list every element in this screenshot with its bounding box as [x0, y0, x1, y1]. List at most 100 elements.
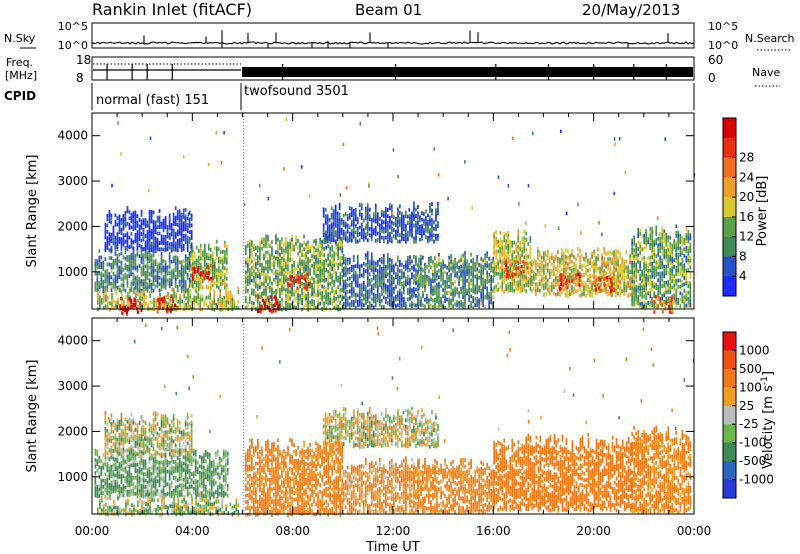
power-cell-3214 — [476, 274, 479, 278]
power-cell-4230 — [651, 236, 654, 241]
power-cell-810 — [209, 302, 212, 307]
power-cell-1829 — [319, 253, 322, 258]
power-cell-747 — [175, 298, 178, 302]
power-cell-2676 — [385, 216, 387, 221]
power-cell-2735 — [399, 233, 401, 237]
power-cell-2255 — [383, 295, 385, 300]
power-cell-3046 — [448, 268, 450, 273]
power-cell-1322 — [255, 262, 257, 267]
power-cell-2253 — [383, 285, 385, 290]
power-cell-3011 — [440, 303, 442, 308]
power-cell-1341 — [257, 284, 259, 288]
power-cell-2983 — [436, 289, 438, 294]
power-cell-1495 — [277, 273, 279, 277]
power-cell-3561 — [529, 267, 532, 272]
power-cell-2170 — [368, 304, 371, 309]
power-cell-2696 — [389, 225, 391, 230]
power-cell-1645 — [295, 267, 297, 272]
power-cell-1939 — [333, 254, 336, 259]
power-cell-2023 — [342, 295, 345, 300]
power-cell-3844 — [589, 274, 591, 278]
power-cell-1993 — [339, 291, 342, 296]
power-cell-1150 — [172, 222, 175, 226]
power-cell-1972 — [337, 262, 340, 267]
power-cell-4210 — [649, 233, 652, 238]
power-cell-4781 — [603, 277, 606, 281]
cpid-mode-twofsound: twofsound 3501 — [244, 84, 349, 99]
power-cell-4356 — [665, 248, 668, 253]
power-cell-269 — [154, 259, 157, 263]
power-cell-4742 — [518, 272, 521, 276]
power-cell-2708 — [391, 236, 393, 241]
power-cell-3300 — [490, 287, 493, 292]
power-cell-3219 — [476, 290, 479, 294]
power-cell-2600 — [362, 237, 365, 242]
power-cell-161 — [132, 259, 135, 264]
power-cell-2156 — [366, 292, 369, 297]
power-cell-1873 — [323, 288, 326, 293]
power-cell-2282 — [389, 270, 391, 275]
power-cell-2013 — [342, 254, 345, 258]
power-cell-158 — [132, 250, 135, 254]
power-cell-1071 — [152, 232, 155, 237]
power-cell-2728 — [397, 233, 399, 237]
power-cell-543 — [215, 278, 218, 282]
power-cell-3290 — [488, 301, 491, 306]
power-cell-2992 — [438, 268, 440, 273]
power-cell-3655 — [549, 268, 551, 273]
power-cell-1342 — [257, 287, 259, 291]
power-cell-2228 — [379, 299, 381, 304]
power-cell-3658 — [549, 284, 551, 289]
power-cell-1856 — [321, 291, 324, 295]
power-cell-2521 — [340, 231, 343, 235]
power-cell-935 — [120, 237, 123, 242]
power-cell-4682 — [274, 301, 277, 306]
power-cell-508 — [209, 254, 212, 259]
power-cell-2623 — [368, 233, 371, 238]
power-cell-262 — [152, 269, 155, 274]
power-cell-4748 — [562, 273, 565, 277]
power-cell-2417 — [413, 293, 415, 298]
power-cell-3257 — [482, 300, 485, 304]
power-cell-475 — [201, 266, 204, 271]
power-cell-4512 — [683, 295, 686, 300]
power-cell-3928 — [607, 260, 609, 265]
power-cell-998 — [136, 223, 139, 228]
power-cell-3112 — [460, 271, 462, 275]
power-cell-696 — [149, 290, 151, 295]
power-cell-1632 — [293, 267, 295, 271]
power-cell-1168 — [176, 213, 179, 218]
power-cell-3668 — [551, 288, 553, 292]
power-cell-4525 — [685, 271, 688, 276]
power-cell-2900 — [420, 283, 422, 288]
power-cell-4676 — [268, 308, 271, 312]
power-cell-952 — [124, 223, 127, 228]
power-cell-2743 — [401, 230, 403, 235]
power-cell-4310 — [659, 284, 662, 289]
power-cell-1548 — [283, 264, 285, 269]
power-cell-3094 — [456, 287, 458, 292]
power-cell-1489 — [277, 250, 279, 255]
power-cell-3589 — [535, 285, 537, 290]
power-cell-4207 — [647, 301, 650, 305]
power-cell-1612 — [291, 238, 293, 243]
power-cell-3751 — [569, 257, 571, 261]
power-cell-3083 — [454, 270, 456, 275]
power-cell-2197 — [374, 268, 377, 272]
power-cell-3204 — [474, 290, 477, 295]
power-cell-1963 — [335, 297, 338, 301]
power-cell-431 — [191, 284, 194, 289]
power-cell-945 — [122, 236, 125, 241]
power-cell-4553 — [689, 246, 692, 250]
power-cell-4849 — [659, 232, 661, 236]
power-cell-3554 — [529, 239, 532, 243]
power-cell-4317 — [661, 233, 664, 237]
power-cell-579 — [223, 266, 226, 271]
power-cell-2333 — [397, 293, 399, 298]
power-cell-2680 — [385, 229, 387, 234]
power-ytick-label-0: 1000 — [57, 265, 88, 279]
power-cell-1807 — [317, 245, 319, 249]
power-cell-2526 — [342, 229, 345, 234]
power-cell-4442 — [675, 266, 678, 270]
power-cell-2353 — [401, 285, 403, 289]
